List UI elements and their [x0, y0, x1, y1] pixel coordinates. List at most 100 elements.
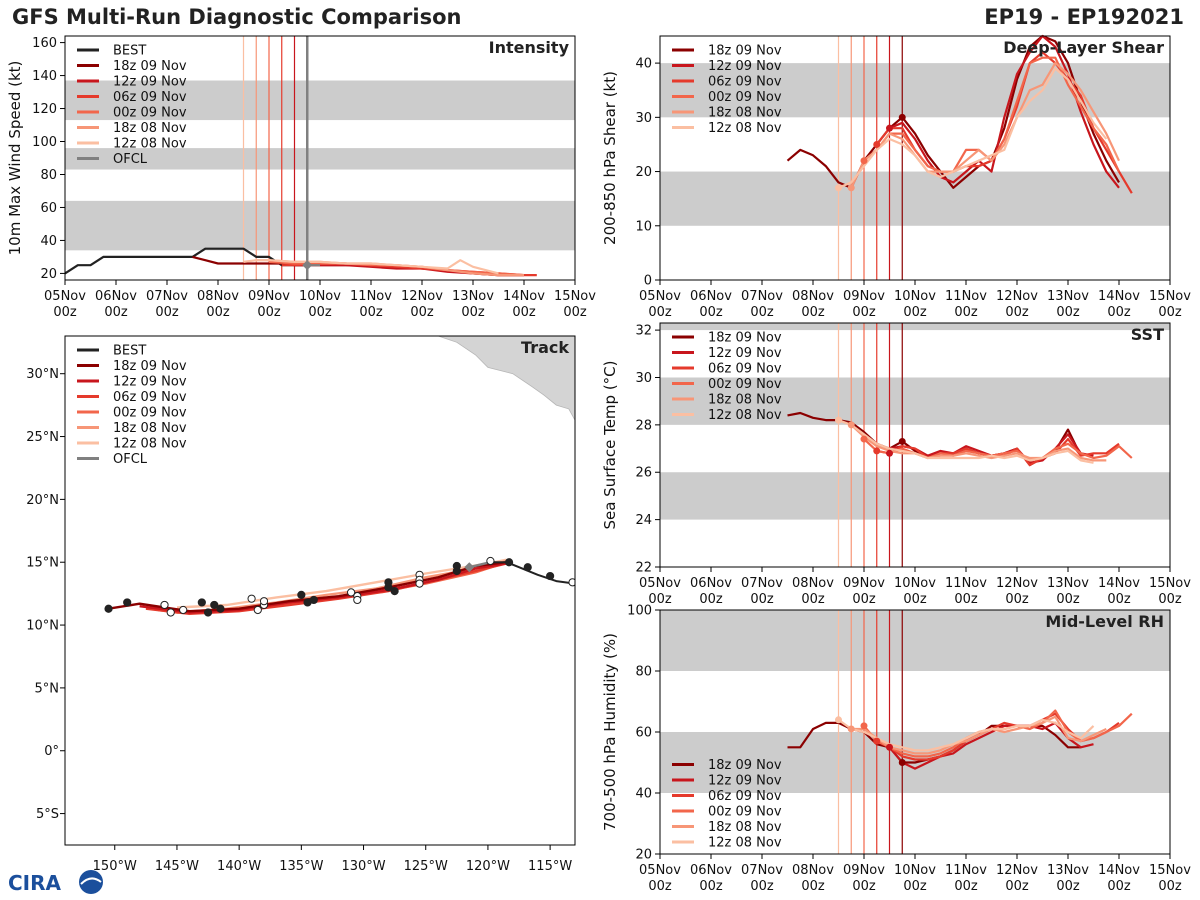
series-12z-08-nov: [243, 259, 499, 275]
plot-frame: [64, 335, 576, 846]
track-point: [384, 583, 393, 592]
ytick-label: 120: [32, 102, 57, 117]
ytick-label: 28: [635, 418, 652, 433]
legend-label-06z-09-nov: 06z 09 Nov: [708, 789, 782, 804]
xtick-label-hour: 00z: [359, 305, 383, 320]
xtick-label-date: 10Nov: [299, 289, 341, 304]
legend-label-best: BEST: [113, 344, 146, 359]
marker-06z-09-nov: [873, 737, 881, 745]
panel-title: SST: [1131, 325, 1164, 344]
xtick-label-hour: 00z: [852, 879, 876, 894]
xtick-label-date: 06Nov: [690, 863, 732, 878]
storm-id: EP19 - EP192021: [984, 5, 1184, 29]
track-point: [390, 587, 399, 596]
track-point: [216, 604, 225, 613]
cira-logo: CIRA: [6, 868, 106, 896]
lon-label: 120°W: [466, 859, 510, 874]
figure-title: GFS Multi-Run Diagnostic Comparison: [12, 5, 462, 29]
marker-ofcl: [302, 260, 313, 271]
series-18z-08-nov: [850, 61, 1120, 189]
legend-label-12z-09-nov: 12z 09 Nov: [708, 59, 782, 74]
xtick-label-hour: 00z: [104, 305, 128, 320]
xtick-label-date: 13Nov: [1047, 576, 1089, 591]
marker-12z-09-nov: [886, 743, 893, 751]
band-0: [65, 200, 575, 251]
ytick-label: 20: [635, 165, 652, 180]
legend-label-18z-09-nov: 18z 09 Nov: [113, 59, 187, 74]
band-0: [660, 472, 1170, 520]
xtick-label-hour: 00z: [648, 879, 672, 894]
ytick-label: 40: [40, 234, 57, 249]
xtick-label-date: 08Nov: [792, 576, 834, 591]
lon-label: 135°W: [279, 859, 323, 874]
legend-label-00z-09-nov: 00z 09 Nov: [708, 805, 782, 820]
track-point: [346, 588, 356, 597]
xtick-label-hour: 00z: [801, 592, 825, 607]
xtick-label-date: 15Nov: [1149, 576, 1191, 591]
marker-18z-08-nov: [847, 421, 855, 429]
legend-label-12z-08-nov: 12z 08 Nov: [708, 836, 782, 851]
ytick-label: 20: [40, 267, 57, 282]
lon-label: 150°W: [93, 859, 137, 874]
xtick-label-hour: 00z: [903, 879, 927, 894]
xtick-label-date: 07Nov: [741, 576, 783, 591]
track-point: [546, 571, 555, 581]
series-12z-08-nov: [838, 67, 1108, 189]
lat-label: 30°N: [26, 367, 59, 382]
marker-00z-09-nov: [860, 157, 868, 165]
legend-label-ofcl: OFCL: [113, 152, 148, 167]
xtick-label-date: 06Nov: [690, 576, 732, 591]
ytick-label: 24: [635, 513, 652, 528]
marker-00z-09-nov: [860, 435, 868, 443]
legend-label-18z-08-nov: 18z 08 Nov: [113, 121, 187, 136]
ytick-label: 32: [635, 324, 652, 339]
xtick-label-hour: 00z: [155, 305, 179, 320]
marker-12z-08-nov: [835, 416, 842, 424]
band-1: [660, 610, 1170, 671]
xtick-label-date: 09Nov: [843, 576, 885, 591]
legend-label-12z-09-nov: 12z 09 Nov: [113, 375, 187, 390]
xtick-label-hour: 00z: [1056, 592, 1080, 607]
lat-label: 10°N: [26, 619, 59, 634]
xtick-label-hour: 00z: [699, 305, 723, 320]
legend-label-18z-09-nov: 18z 09 Nov: [708, 44, 782, 59]
lat-label: 5°S: [36, 807, 59, 822]
track-map: [104, 336, 575, 617]
xtick-label-hour: 00z: [1107, 879, 1131, 894]
legend-label-00z-09-nov: 00z 09 Nov: [708, 377, 782, 392]
xtick-label-date: 08Nov: [792, 863, 834, 878]
xtick-label-date: 15Nov: [1149, 863, 1191, 878]
xtick-label-hour: 00z: [750, 592, 774, 607]
xtick-label-hour: 00z: [648, 592, 672, 607]
track-point: [160, 600, 169, 610]
xtick-label-hour: 00z: [461, 305, 485, 320]
series-18z-09-nov: [786, 34, 1120, 189]
panel-title: Deep-Layer Shear: [1003, 38, 1164, 57]
legend-label-18z-09-nov: 18z 09 Nov: [113, 359, 187, 374]
track-point: [210, 600, 219, 610]
xtick-label-hour: 00z: [1107, 592, 1131, 607]
legend-label-00z-09-nov: 00z 09 Nov: [113, 406, 187, 421]
legend-label-12z-08-nov: 12z 08 Nov: [708, 121, 782, 136]
track-point: [179, 605, 188, 615]
lat-label: 25°N: [26, 430, 59, 445]
xtick-label-hour: 00z: [801, 879, 825, 894]
legend-label-12z-09-nov: 12z 09 Nov: [708, 774, 782, 789]
xtick-label-hour: 00z: [699, 592, 723, 607]
marker-06z-09-nov: [873, 140, 881, 148]
xtick-label-hour: 00z: [1056, 305, 1080, 320]
band-2: [65, 80, 575, 121]
band-0: [660, 171, 1170, 226]
xtick-label-date: 15Nov: [1149, 289, 1191, 304]
legend-label-12z-08-nov: 12z 08 Nov: [708, 408, 782, 423]
marker-12z-09-nov: [886, 449, 893, 457]
legend-label-12z-09-nov: 12z 09 Nov: [708, 346, 782, 361]
xtick-label-date: 07Nov: [741, 863, 783, 878]
track-point: [197, 598, 206, 607]
panel-intensity: 2040608010012014016005Nov00z06Nov00z07No…: [6, 35, 596, 320]
track-point: [259, 597, 269, 606]
track-point: [203, 608, 213, 617]
xtick-label-date: 05Nov: [44, 289, 86, 304]
legend-label-00z-09-nov: 00z 09 Nov: [113, 106, 187, 121]
xtick-label-hour: 00z: [852, 592, 876, 607]
